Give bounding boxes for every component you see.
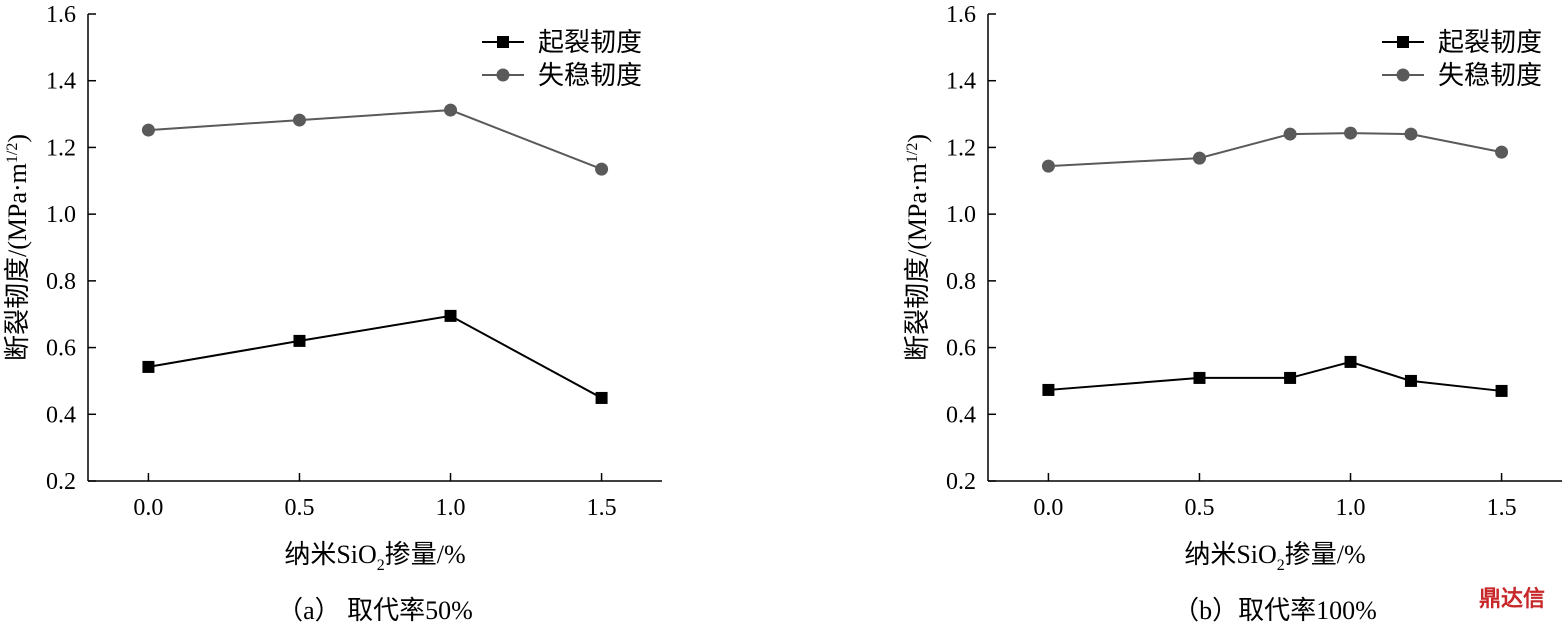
x-axis-label: 纳米SiO2掺量/% [284, 540, 465, 574]
marker [1042, 383, 1055, 396]
y-label-end: ) [903, 134, 932, 143]
y-label-end: ) [3, 134, 32, 143]
series-line [1048, 132, 1502, 168]
y-axis-label: 断裂韧度/(MPa·m1/2) [903, 134, 932, 361]
x-tick-label: 1.5 [587, 495, 617, 521]
x-label-text: 纳米SiO [284, 540, 376, 569]
marker [1404, 374, 1417, 387]
y-axis-label: 断裂韧度/(MPa·m1/2) [3, 134, 32, 361]
x-tick-label: 0.5 [1184, 495, 1214, 521]
legend-label: 失稳韧度 [538, 61, 642, 90]
legend-marker [1397, 36, 1409, 48]
y-tick-label: 0.4 [46, 402, 76, 428]
y-label-sup: 1/2 [4, 143, 21, 163]
marker [141, 123, 155, 137]
marker [1344, 126, 1358, 140]
y-tick-label: 1.2 [946, 135, 976, 161]
marker [1495, 384, 1508, 397]
y-tick-label: 1.0 [46, 202, 76, 228]
y-tick-label: 0.2 [46, 469, 76, 495]
x-tick-label: 0.5 [284, 495, 314, 521]
y-label-text: 断裂韧度/(MPa·m [3, 163, 32, 361]
x-tick-label: 0.0 [1033, 495, 1063, 521]
y-tick-label: 1.4 [46, 69, 76, 95]
legend-marker [1396, 68, 1410, 82]
x-label-text: 纳米SiO [1184, 540, 1276, 569]
marker [444, 309, 457, 322]
y-tick-label: 1.0 [946, 202, 976, 228]
x-tick-label: 1.0 [1336, 495, 1366, 521]
marker [595, 391, 608, 404]
y-tick-label: 1.6 [946, 2, 976, 28]
y-label-text: 断裂韧度/(MPa·m [903, 163, 932, 361]
legend-marker [497, 36, 509, 48]
legend-marker [496, 68, 510, 82]
x-axis-label: 纳米SiO2掺量/% [1184, 540, 1365, 574]
x-label-sub: 2 [377, 557, 385, 574]
marker [1193, 371, 1206, 384]
caption: （a） 取代率50% [277, 596, 473, 625]
y-tick-label: 1.4 [946, 69, 976, 95]
y-label-sup: 1/2 [904, 143, 921, 163]
y-tick-label: 1.2 [46, 135, 76, 161]
marker [1041, 159, 1055, 173]
y-tick-label: 0.2 [946, 469, 976, 495]
series-line [148, 314, 603, 399]
series-line [1048, 360, 1502, 392]
marker [142, 360, 155, 373]
marker [293, 334, 306, 347]
series-line [148, 109, 602, 171]
watermark: 鼎达信 [1479, 586, 1545, 612]
y-tick-label: 0.8 [946, 269, 976, 295]
x-label-sub: 2 [1277, 557, 1285, 574]
marker [444, 103, 458, 117]
y-tick-label: 0.8 [46, 269, 76, 295]
x-label-end: 掺量/% [385, 540, 466, 569]
marker [1284, 371, 1297, 384]
x-label-end: 掺量/% [1285, 540, 1366, 569]
legend-label: 失稳韧度 [1438, 61, 1542, 90]
marker [1283, 127, 1297, 141]
y-tick-label: 0.6 [46, 336, 76, 362]
marker [1404, 127, 1418, 141]
caption: （b）取代率100% [1173, 596, 1377, 625]
x-tick-label: 1.5 [1487, 495, 1517, 521]
y-tick-label: 1.6 [46, 2, 76, 28]
marker [595, 162, 609, 176]
marker [1495, 145, 1509, 159]
marker [1344, 355, 1357, 368]
y-tick-label: 0.6 [946, 336, 976, 362]
y-tick-label: 0.4 [946, 402, 976, 428]
x-tick-label: 0.0 [133, 495, 163, 521]
legend-label: 起裂韧度 [538, 28, 642, 57]
x-tick-label: 1.0 [436, 495, 466, 521]
legend-label: 起裂韧度 [1438, 28, 1542, 57]
marker [1192, 151, 1206, 165]
marker [292, 113, 306, 127]
